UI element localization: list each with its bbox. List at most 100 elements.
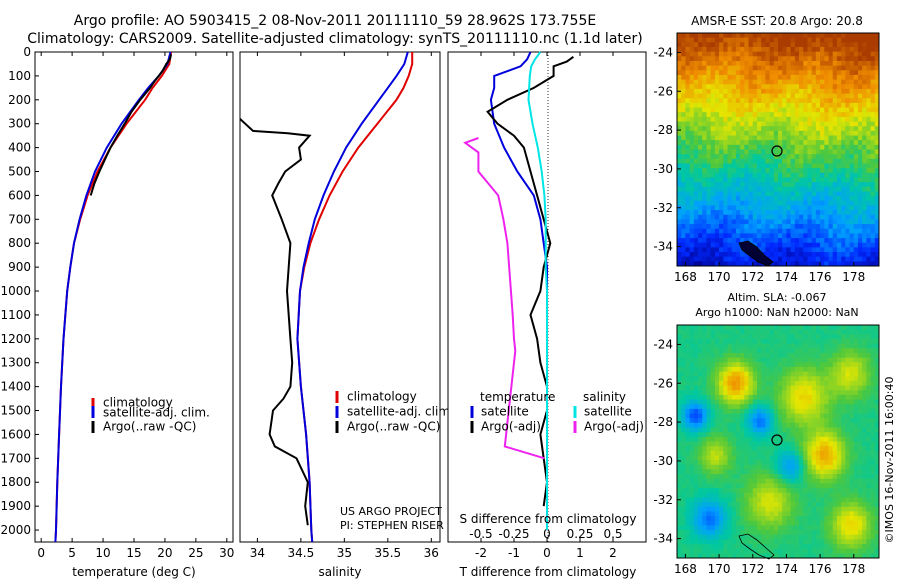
- sla-cell: [841, 544, 846, 550]
- sla-cell: [853, 348, 859, 354]
- sst-cell: [706, 135, 712, 141]
- sst-cell: [799, 238, 804, 244]
- sst-cell: [828, 42, 834, 48]
- legend-diff-temperature: temperature: [480, 390, 555, 404]
- sst-cell: [744, 149, 749, 155]
- sst-cell: [799, 37, 804, 43]
- sst-map-panel: AMSR-E SST: 20.8 Argo: 20.8 168 170 172 174…: [653, 14, 880, 284]
- sla-cell: [803, 455, 808, 461]
- sla-cell: [689, 418, 695, 424]
- sla-cell: [719, 506, 724, 512]
- sst-cell: [874, 65, 880, 71]
- sst-cell: [782, 158, 787, 164]
- sst-cell: [740, 149, 745, 155]
- sst-cell: [782, 33, 787, 39]
- sst-cell: [841, 163, 846, 169]
- sla-cell: [752, 390, 758, 396]
- sst-cell: [820, 60, 825, 67]
- sst-cell: [845, 46, 850, 53]
- sla-cell: [836, 520, 842, 526]
- sst-cell: [778, 186, 783, 192]
- sst-cell: [773, 163, 779, 169]
- sst-cell: [685, 219, 691, 225]
- sla-cell: [778, 334, 783, 340]
- sla-cell: [841, 385, 846, 391]
- sst-cell: [727, 252, 733, 258]
- sla-cell: [773, 325, 779, 331]
- sla-cell: [845, 343, 850, 349]
- sla-cell: [824, 441, 829, 447]
- sla-cell: [832, 492, 838, 498]
- sst-cell: [702, 144, 707, 150]
- sla-cell: [874, 329, 880, 335]
- sst-cell: [815, 140, 821, 146]
- sst-cell: [866, 186, 871, 192]
- sla-cell: [727, 348, 733, 354]
- sst-cell: [698, 42, 703, 48]
- sla-cell: [857, 483, 863, 489]
- sla-cell: [782, 553, 787, 559]
- sla-cell: [677, 511, 682, 517]
- sst-cell: [727, 60, 733, 67]
- sla-cell: [735, 455, 741, 461]
- sst-cell: [782, 205, 787, 211]
- sst-cell: [689, 172, 695, 178]
- sla-cell: [866, 502, 871, 508]
- sla-cell: [862, 502, 867, 508]
- sst-cell: [807, 126, 813, 132]
- sla-cell: [828, 553, 834, 559]
- sst-cell: [773, 233, 779, 239]
- sla-cell: [719, 376, 724, 382]
- sla-cell: [824, 497, 829, 503]
- sla-cell: [866, 464, 871, 470]
- sla-cell: [740, 548, 745, 554]
- sst-cell: [769, 172, 775, 178]
- sla-cell: [790, 436, 796, 442]
- sla-cell: [824, 348, 829, 354]
- sla-cell: [681, 408, 686, 414]
- sst-cell: [773, 42, 779, 48]
- sla-cell: [778, 497, 783, 503]
- sla-cell: [857, 450, 863, 456]
- sla-cell: [836, 366, 842, 372]
- sst-cell: [681, 200, 686, 206]
- sst-cell: [811, 140, 817, 146]
- sst-cell: [824, 56, 829, 62]
- sst-cell: [731, 37, 737, 43]
- sst-cell: [778, 135, 783, 141]
- sst-cell: [702, 242, 707, 248]
- sla-cell: [677, 390, 682, 396]
- sst-cell: [832, 51, 838, 57]
- sst-cell: [773, 256, 779, 262]
- sst-cell: [862, 144, 867, 150]
- sst-cell: [799, 84, 804, 90]
- sla-cell: [769, 455, 775, 461]
- sst-cell: [740, 79, 745, 85]
- sla-cell: [681, 502, 686, 508]
- sla-cell: [765, 469, 770, 475]
- sla-cell: [815, 338, 821, 345]
- sst-cell: [710, 93, 716, 99]
- sst-cell: [744, 135, 749, 141]
- sst-cell: [702, 196, 707, 202]
- sla-cell: [765, 553, 770, 559]
- sst-cell: [849, 107, 855, 113]
- sla-cell: [765, 427, 770, 433]
- sla-cell: [710, 399, 716, 405]
- sla-cell: [778, 436, 783, 442]
- sla-cell: [714, 548, 720, 554]
- sla-cell: [824, 390, 829, 396]
- sst-cell: [862, 182, 867, 188]
- sla-cell: [685, 460, 691, 466]
- sla-cell: [693, 530, 699, 536]
- sst-cell: [870, 219, 876, 225]
- sst-cell: [862, 140, 867, 146]
- sla-cell: [794, 334, 800, 340]
- sla-cell: [769, 366, 775, 372]
- sst-cell: [836, 51, 842, 57]
- sla-cell: [799, 380, 804, 386]
- y-tick-label: 100: [8, 69, 31, 83]
- sla-cell: [698, 446, 703, 452]
- sla-cell: [870, 427, 876, 433]
- sst-cell: [765, 186, 770, 192]
